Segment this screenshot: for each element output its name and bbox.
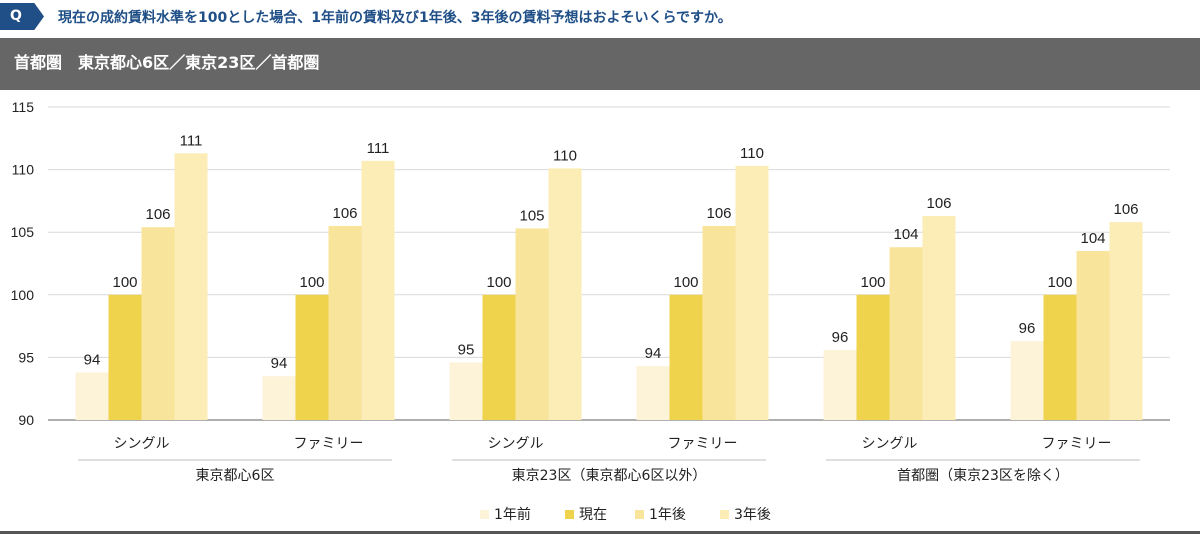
- bar: [108, 294, 142, 420]
- y-tick-label: 105: [11, 224, 35, 240]
- bar: [262, 376, 296, 420]
- data-label: 111: [367, 140, 390, 157]
- bar: [361, 160, 395, 420]
- data-label: 94: [645, 345, 662, 362]
- header-title: 首都圏 東京都心6区／東京23区／首都圏: [14, 53, 320, 72]
- bar: [856, 294, 890, 420]
- bar: [1109, 222, 1143, 420]
- bar: [702, 225, 736, 420]
- category-label: ファミリー: [294, 436, 364, 452]
- data-label: 100: [299, 274, 324, 291]
- legend-label: 1年後: [649, 507, 686, 523]
- data-label: 111: [180, 132, 203, 149]
- category-label: ファミリー: [668, 436, 738, 452]
- bar: [1043, 294, 1077, 420]
- data-label: 94: [271, 355, 288, 372]
- bar: [449, 362, 483, 420]
- question-row: Q 現在の成約賃料水準を100とした場合、1年前の賃料及び1年後、3年後の賃料予…: [0, 0, 1200, 34]
- legend-label: 1年前: [494, 506, 531, 523]
- data-label: 106: [332, 205, 357, 222]
- group-label: 東京都心6区: [196, 468, 275, 484]
- bar: [174, 153, 208, 420]
- question-badge: Q: [0, 3, 44, 30]
- legend-swatch: [480, 510, 489, 519]
- bar: [295, 294, 329, 420]
- bar: [1076, 250, 1110, 420]
- bar: [141, 227, 175, 420]
- data-label: 96: [1019, 320, 1036, 337]
- legend-label: 3年後: [734, 507, 771, 523]
- data-label: 104: [1080, 230, 1105, 247]
- legend-swatch: [565, 510, 574, 519]
- bar: [75, 372, 109, 420]
- group-label: 東京23区（東京都心6区以外）: [512, 468, 707, 484]
- question-text: 現在の成約賃料水準を100とした場合、1年前の賃料及び1年後、3年後の賃料予想は…: [58, 10, 732, 26]
- bar: [922, 215, 956, 420]
- bar: [669, 294, 703, 420]
- data-label: 106: [1113, 201, 1138, 218]
- y-tick-label: 95: [18, 349, 34, 365]
- y-tick-label: 100: [11, 287, 35, 303]
- data-label: 100: [486, 274, 511, 291]
- y-tick-label: 115: [12, 99, 35, 115]
- category-label: シングル: [114, 436, 170, 452]
- y-tick-label: 110: [12, 162, 35, 178]
- legend-swatch: [720, 510, 729, 519]
- bar: [636, 366, 670, 420]
- data-label: 100: [673, 274, 698, 291]
- bar: [823, 349, 857, 420]
- data-label: 94: [84, 351, 101, 368]
- bar: [482, 294, 516, 420]
- bar: [515, 228, 549, 420]
- data-label: 106: [706, 205, 731, 222]
- data-label: 110: [553, 147, 577, 164]
- data-label: 106: [145, 206, 170, 223]
- data-label: 105: [519, 207, 544, 224]
- category-label: シングル: [862, 436, 918, 452]
- bar-chart: 90 95 100 105 110 115 94 100 106 111 シングル 94 100 106 1…: [11, 99, 1170, 523]
- bottom-divider: [0, 531, 1200, 534]
- bar: [328, 225, 362, 420]
- group-label: 首都圏（東京23区を除く）: [897, 468, 1069, 484]
- category-label: シングル: [488, 436, 544, 452]
- data-label: 100: [112, 274, 137, 291]
- data-label: 106: [926, 195, 951, 212]
- data-label: 95: [458, 341, 475, 358]
- category-label: ファミリー: [1042, 436, 1112, 452]
- data-label: 100: [860, 274, 885, 291]
- legend-swatch: [635, 510, 644, 519]
- data-label: 104: [893, 226, 918, 243]
- data-label: 96: [832, 329, 849, 346]
- bar: [548, 168, 582, 420]
- legend-label: 現在: [579, 507, 607, 523]
- data-label: 100: [1047, 274, 1072, 291]
- y-tick-label: 90: [18, 412, 34, 428]
- bar: [1010, 341, 1044, 420]
- bar: [889, 247, 923, 420]
- header-bar: 首都圏 東京都心6区／東京23区／首都圏: [0, 38, 1200, 90]
- data-label: 110: [740, 145, 764, 162]
- bar: [735, 165, 769, 420]
